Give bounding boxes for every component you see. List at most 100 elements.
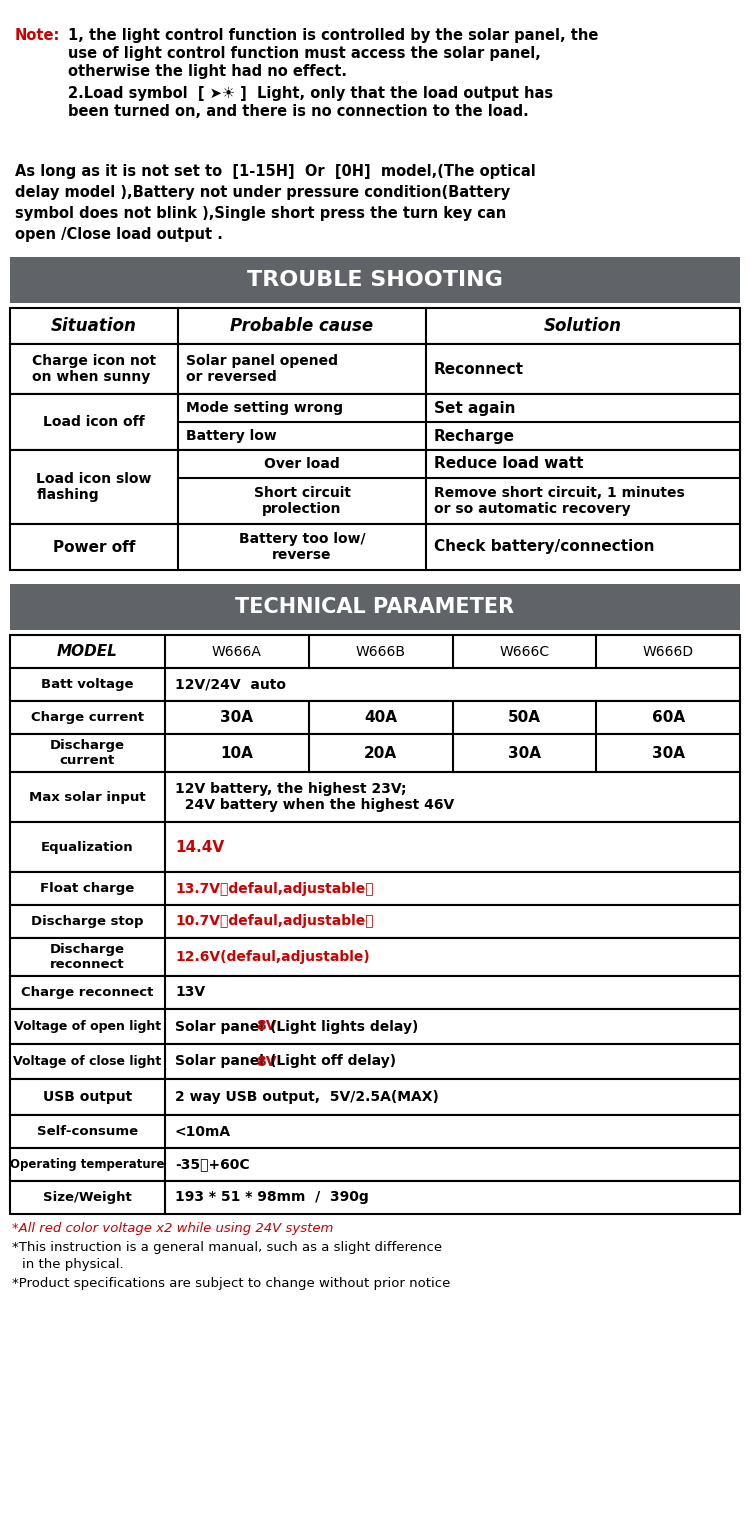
Text: W666C: W666C (500, 645, 550, 659)
Bar (10, 1078, 740, 1115)
Text: Voltage of close light: Voltage of close light (13, 1056, 162, 1068)
Text: Solar panel: Solar panel (175, 1054, 268, 1068)
Text: 13V: 13V (175, 986, 205, 999)
Text: W666A: W666A (212, 645, 262, 659)
Text: Operating temperature: Operating temperature (10, 1157, 165, 1171)
Text: <10mA: <10mA (175, 1124, 231, 1139)
Text: MODEL: MODEL (57, 643, 118, 659)
Text: Note:: Note: (15, 27, 60, 43)
Text: W666D: W666D (643, 645, 694, 659)
Text: 8V: 8V (256, 1054, 277, 1068)
Text: W666B: W666B (356, 645, 406, 659)
Text: Batt voltage: Batt voltage (41, 678, 134, 691)
Text: Situation: Situation (51, 316, 137, 335)
Text: As long as it is not set to  [1-15H]  Or  [0H]  model,(The optical: As long as it is not set to [1-15H] Or [… (15, 164, 536, 179)
Text: 12V/24V  auto: 12V/24V auto (175, 677, 286, 692)
Text: 60A: 60A (652, 710, 685, 726)
Text: Check battery/connection: Check battery/connection (434, 540, 655, 555)
Text: (Light lights delay): (Light lights delay) (270, 1019, 419, 1033)
Text: USB output: USB output (43, 1091, 132, 1104)
Text: 12V battery, the highest 23V;
  24V battery when the highest 46V: 12V battery, the highest 23V; 24V batter… (175, 782, 454, 812)
Text: TROUBLE SHOOTING: TROUBLE SHOOTING (247, 271, 503, 291)
Bar (10, 976, 740, 1008)
Bar (10, 1043, 740, 1078)
Text: (Light off delay): (Light off delay) (270, 1054, 396, 1068)
Text: *This instruction is a general manual, such as a slight difference: *This instruction is a general manual, s… (12, 1241, 442, 1253)
Text: Load icon slow
flashing: Load icon slow flashing (36, 472, 152, 502)
Text: been turned on, and there is no connection to the load.: been turned on, and there is no connecti… (68, 103, 529, 119)
Text: Float charge: Float charge (40, 882, 135, 894)
Bar (10, 773, 740, 821)
Text: delay model ),Battery not under pressure condition(Battery: delay model ),Battery not under pressure… (15, 186, 510, 199)
Text: symbol does not blink ),Single short press the turn key can: symbol does not blink ),Single short pre… (15, 205, 506, 221)
Text: Reconnect: Reconnect (434, 362, 524, 377)
Text: Self-consume: Self-consume (37, 1126, 138, 1138)
Text: Solution: Solution (544, 316, 622, 335)
Text: Max solar input: Max solar input (29, 791, 146, 803)
Text: 40A: 40A (364, 710, 398, 726)
Text: Load icon off: Load icon off (44, 415, 145, 429)
Text: 10.7V（defaul,adjustable）: 10.7V（defaul,adjustable） (175, 914, 374, 928)
Text: Charge icon not
on when sunny: Charge icon not on when sunny (32, 354, 156, 385)
Bar (10, 257, 740, 303)
Text: Mode setting wrong: Mode setting wrong (186, 402, 343, 415)
Text: TECHNICAL PARAMETER: TECHNICAL PARAMETER (236, 598, 514, 618)
Text: Equalization: Equalization (41, 841, 134, 853)
Text: Battery too low/
reverse: Battery too low/ reverse (238, 532, 365, 563)
Bar (10, 821, 740, 872)
Text: Charge reconnect: Charge reconnect (21, 986, 154, 999)
Text: 12.6V(defaul,adjustable): 12.6V(defaul,adjustable) (175, 951, 370, 964)
Bar (10, 1180, 740, 1214)
Bar (10, 344, 740, 394)
Bar (10, 735, 740, 773)
Text: Discharge stop: Discharge stop (32, 916, 144, 928)
Bar (10, 1148, 740, 1180)
Text: 30A: 30A (652, 745, 685, 760)
Text: 10A: 10A (220, 745, 254, 760)
Bar (10, 905, 740, 938)
Text: Solar panel opened
or reversed: Solar panel opened or reversed (186, 354, 338, 385)
Text: 14.4V: 14.4V (175, 840, 224, 855)
Text: Battery low: Battery low (186, 429, 277, 443)
Text: Short circuit
prolection: Short circuit prolection (254, 485, 350, 516)
Text: otherwise the light had no effect.: otherwise the light had no effect. (68, 64, 347, 79)
Text: Power off: Power off (53, 540, 135, 555)
Text: 8V: 8V (256, 1019, 277, 1033)
Text: Size/Weight: Size/Weight (43, 1191, 132, 1205)
Text: -35～+60C: -35～+60C (175, 1157, 250, 1171)
Bar (10, 584, 740, 630)
Bar (10, 872, 740, 905)
Text: Charge current: Charge current (31, 710, 144, 724)
Text: Reduce load watt: Reduce load watt (434, 456, 584, 472)
Text: open /Close load output .: open /Close load output . (15, 227, 223, 242)
Bar (10, 668, 740, 701)
Text: Discharge
reconnect: Discharge reconnect (50, 943, 125, 970)
Text: *All red color voltage x2 while using 24V system: *All red color voltage x2 while using 24… (12, 1221, 333, 1235)
Text: 13.7V（defaul,adjustable）: 13.7V（defaul,adjustable） (175, 882, 374, 896)
Bar (10, 1115, 740, 1148)
Bar (10, 450, 740, 525)
Text: Voltage of open light: Voltage of open light (14, 1021, 161, 1033)
Text: 20A: 20A (364, 745, 398, 760)
Bar (10, 394, 740, 450)
Text: Probable cause: Probable cause (230, 316, 374, 335)
Text: 30A: 30A (220, 710, 254, 726)
Bar (10, 525, 740, 570)
Text: Set again: Set again (434, 400, 515, 415)
Text: 1, the light control function is controlled by the solar panel, the: 1, the light control function is control… (68, 27, 598, 43)
Text: use of light control function must access the solar panel,: use of light control function must acces… (68, 46, 541, 61)
Text: Solar panel: Solar panel (175, 1019, 268, 1033)
Text: *Product specifications are subject to change without prior notice: *Product specifications are subject to c… (12, 1278, 450, 1290)
Text: Over load: Over load (264, 456, 340, 472)
Text: 2.Load symbol  [ ➤☀ ]  Light, only that the load output has: 2.Load symbol [ ➤☀ ] Light, only that th… (68, 87, 553, 100)
Text: 50A: 50A (508, 710, 541, 726)
Text: 30A: 30A (508, 745, 541, 760)
Text: 2 way USB output,  5V/2.5A(MAX): 2 way USB output, 5V/2.5A(MAX) (175, 1091, 439, 1104)
Text: in the physical.: in the physical. (22, 1258, 124, 1272)
Text: Remove short circuit, 1 minutes
or so automatic recovery: Remove short circuit, 1 minutes or so au… (434, 485, 685, 516)
Bar (10, 701, 740, 735)
Bar (10, 1008, 740, 1043)
Bar (10, 634, 740, 668)
Bar (10, 307, 740, 344)
Text: Discharge
current: Discharge current (50, 739, 125, 767)
